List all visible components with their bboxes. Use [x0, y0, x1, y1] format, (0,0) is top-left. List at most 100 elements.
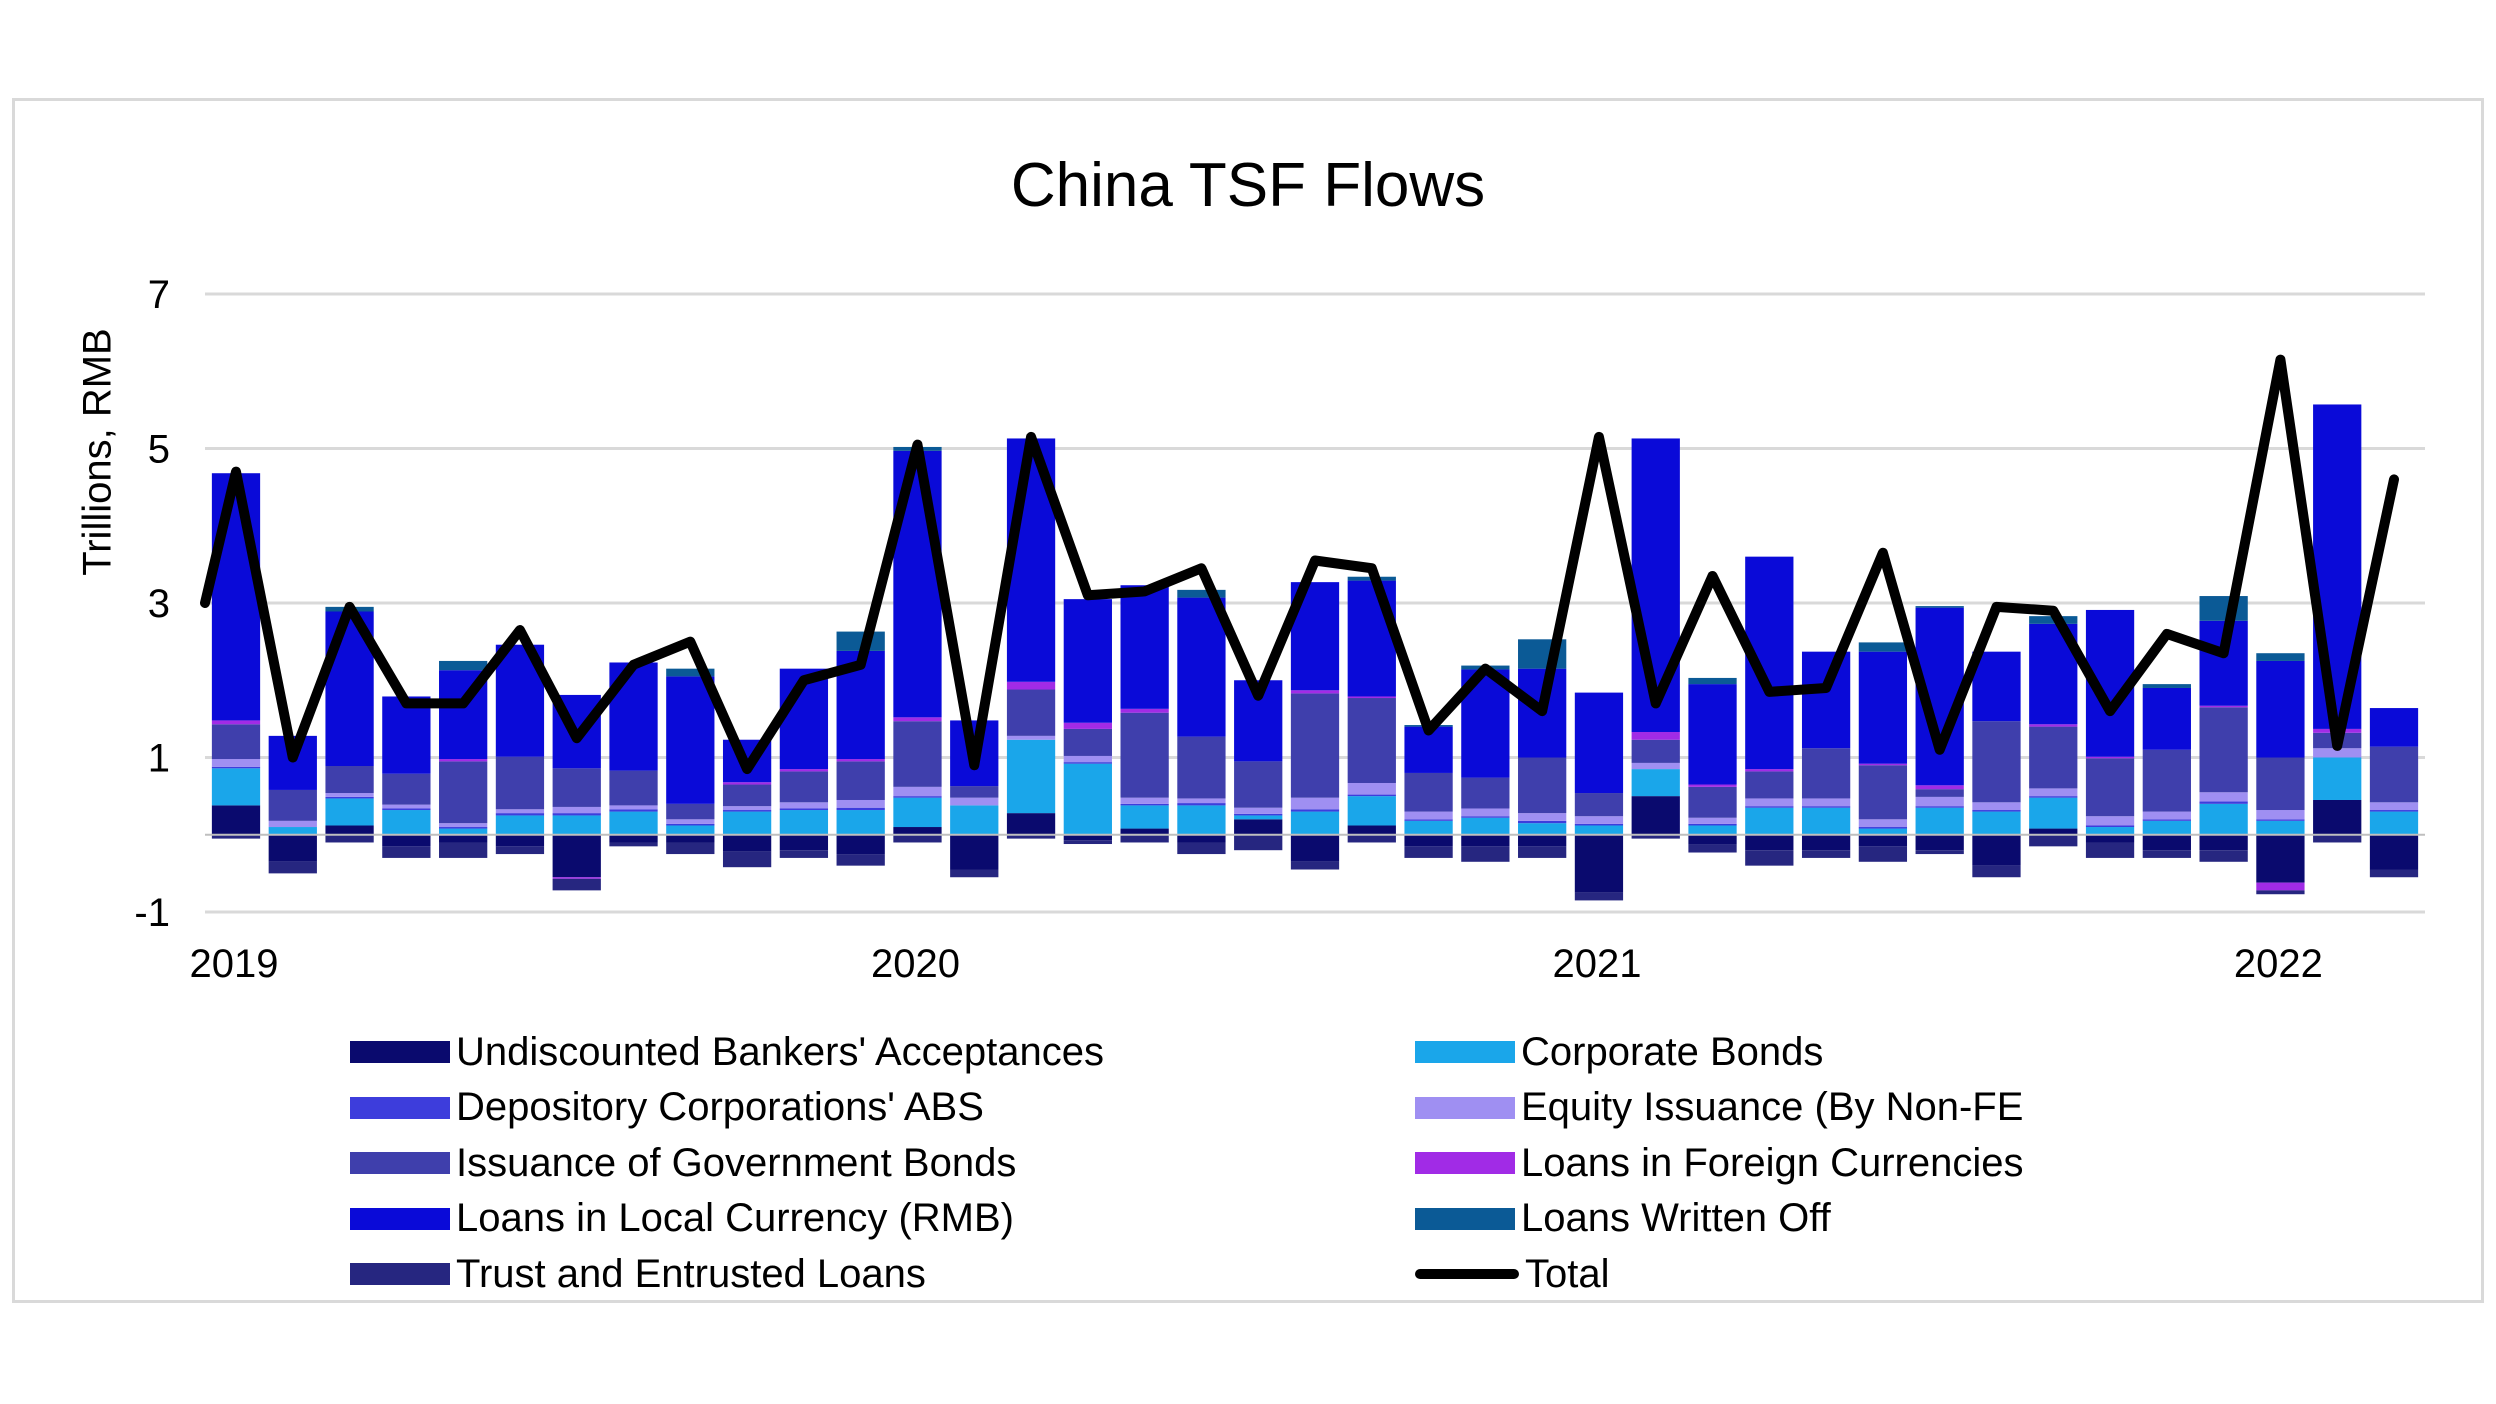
- legend-label: Loans Written Off: [1521, 1196, 1831, 1240]
- bar-segment: [211, 766, 261, 769]
- bar-segment: [779, 850, 829, 858]
- bar-segment: [552, 878, 601, 891]
- bar-segment: [1404, 819, 1453, 821]
- bar-segment: [1745, 798, 1794, 807]
- bar-segment: [1745, 850, 1794, 866]
- x-tick-label: 2022: [2234, 942, 2323, 986]
- bar-segment: [325, 765, 374, 794]
- bar-segment: [1120, 834, 1169, 843]
- legend-label: Equity Issuance (By Non-FE: [1521, 1085, 2024, 1129]
- bar-segment: [2256, 890, 2305, 895]
- bar-segment: [950, 786, 999, 798]
- bar-segment: [2199, 803, 2248, 835]
- bar-segment: [1801, 748, 1851, 799]
- bar-segment: [1518, 813, 1567, 821]
- bar-segment: [666, 819, 715, 824]
- bar-segment: [2256, 810, 2305, 820]
- bar-segment: [552, 768, 601, 807]
- bar-segment: [1120, 803, 1169, 806]
- bar-segment: [2369, 746, 2419, 803]
- bar-segment: [2199, 850, 2248, 862]
- bar-segment: [382, 808, 431, 811]
- bar-segment: [439, 823, 488, 828]
- bar-segment: [2029, 797, 2078, 829]
- bar-segment: [2085, 834, 2135, 843]
- bar-segment: [1801, 807, 1851, 835]
- bar-segment: [2029, 726, 2078, 789]
- bar-segment: [1461, 777, 1510, 809]
- bar-segment: [1006, 689, 1056, 736]
- bar-segment: [2313, 748, 2362, 758]
- legend-item: Corporate Bonds: [1415, 1026, 1823, 1078]
- bar-segment: [1915, 850, 1964, 855]
- bar-segment: [2142, 820, 2191, 835]
- bar-segment: [2029, 788, 2078, 797]
- bar-segment: [1574, 816, 1624, 824]
- bar-segment: [666, 823, 715, 826]
- bar-segment: [2029, 828, 2078, 835]
- bar-segment: [1234, 761, 1283, 808]
- bar-segment: [2085, 842, 2135, 858]
- bar-segment: [2199, 596, 2248, 621]
- bar-segment: [779, 802, 829, 809]
- bar-segment: [2256, 834, 2305, 883]
- x-tick-label: 2021: [1552, 942, 1641, 986]
- bar-segment: [893, 834, 942, 843]
- bar-segment: [779, 771, 829, 803]
- bar-segment: [1972, 721, 2021, 803]
- legend-label: Total: [1525, 1251, 1610, 1296]
- bar-segment: [1518, 834, 1567, 847]
- legend-swatch: [350, 1263, 450, 1285]
- bar-segment: [1006, 739, 1056, 814]
- bar-segment: [1915, 785, 1964, 790]
- bar-segment: [1745, 834, 1794, 851]
- bar-segment: [722, 810, 772, 812]
- bar-segment: [1461, 846, 1510, 862]
- bar-segment: [1858, 828, 1908, 835]
- bar-segment: [1461, 816, 1510, 818]
- bar-segment: [2313, 799, 2362, 835]
- bar-segment: [1631, 769, 1680, 797]
- legend-item: Total: [1415, 1248, 1610, 1300]
- bar-segment: [211, 759, 261, 767]
- bar-segment: [2369, 834, 2419, 870]
- bar-segment: [1461, 808, 1510, 817]
- chart-title: China TSF Flows: [1010, 151, 1486, 220]
- bar-segment: [1745, 771, 1794, 799]
- bar-segment: [1801, 798, 1851, 807]
- x-tick-label: 2020: [871, 942, 960, 986]
- bar-segment: [2142, 834, 2191, 851]
- bar-segment: [1801, 651, 1851, 749]
- bar-segment: [325, 796, 374, 799]
- bar-segment: [2085, 756, 2135, 759]
- x-tick-label: 2019: [190, 942, 279, 986]
- bar-segment: [2142, 749, 2191, 812]
- bar-segment: [836, 799, 885, 808]
- y-axis-label: Trillions, RMB: [75, 328, 120, 576]
- bar-segment: [552, 877, 601, 879]
- bar-segment: [1347, 825, 1396, 835]
- bar-segment: [893, 796, 942, 798]
- bar-segment: [779, 808, 829, 811]
- bar-segment: [666, 825, 715, 835]
- bar-segment: [268, 827, 317, 835]
- legend-label: Loans in Local Currency (RMB): [456, 1196, 1014, 1240]
- bar-segment: [1972, 651, 2021, 722]
- y-tick-label: 3: [148, 582, 170, 626]
- bar-segment: [836, 761, 885, 800]
- bar-segment: [1234, 807, 1283, 814]
- bar-segment: [211, 473, 261, 721]
- bar-segment: [666, 676, 715, 804]
- bar-segment: [950, 797, 999, 806]
- bar-segment: [1347, 796, 1396, 826]
- bar-segment: [1858, 846, 1908, 862]
- y-tick-label: 7: [148, 273, 170, 317]
- bar-segment: [1006, 681, 1056, 690]
- bar-segment: [2199, 792, 2248, 802]
- bar-segment: [1006, 813, 1056, 835]
- bar-segment: [268, 834, 317, 862]
- bar-segment: [1688, 825, 1737, 835]
- bar-segment: [2085, 827, 2135, 835]
- bar-segment: [1234, 819, 1283, 835]
